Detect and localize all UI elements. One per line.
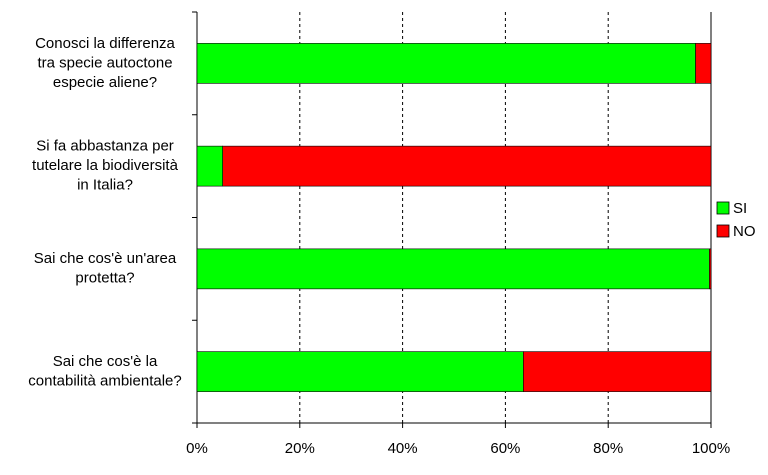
y-tick-label: Sai che cos'è la contabilità ambientale? — [28, 353, 181, 390]
y-tick-label: Conosci la differenza tra specie autocton… — [35, 35, 175, 91]
x-tick-label: 80% — [593, 440, 623, 457]
legend-label: SI — [733, 200, 747, 217]
x-tick-label: 0% — [186, 440, 208, 457]
bar-segment — [222, 145, 712, 187]
x-tick-label: 100% — [692, 440, 730, 457]
bar-segment — [196, 248, 710, 290]
legend-label: NO — [733, 223, 756, 240]
legend-swatch — [716, 201, 730, 215]
y-tick-label: Si fa abbastanza per tutelare la biodiver… — [32, 138, 179, 194]
bar-segment — [196, 43, 696, 84]
x-tick-label: 20% — [285, 440, 315, 457]
x-tick-label: 60% — [490, 440, 520, 457]
legend-swatch — [716, 224, 730, 238]
x-tick-label: 40% — [388, 440, 418, 457]
bar-segment — [709, 248, 712, 290]
bar-segment — [196, 145, 224, 187]
bar-segment — [196, 351, 524, 392]
bar-segment — [695, 43, 712, 84]
bar-segment — [523, 351, 712, 392]
y-tick-label: Sai che cos'è un'area protetta? — [34, 250, 177, 287]
